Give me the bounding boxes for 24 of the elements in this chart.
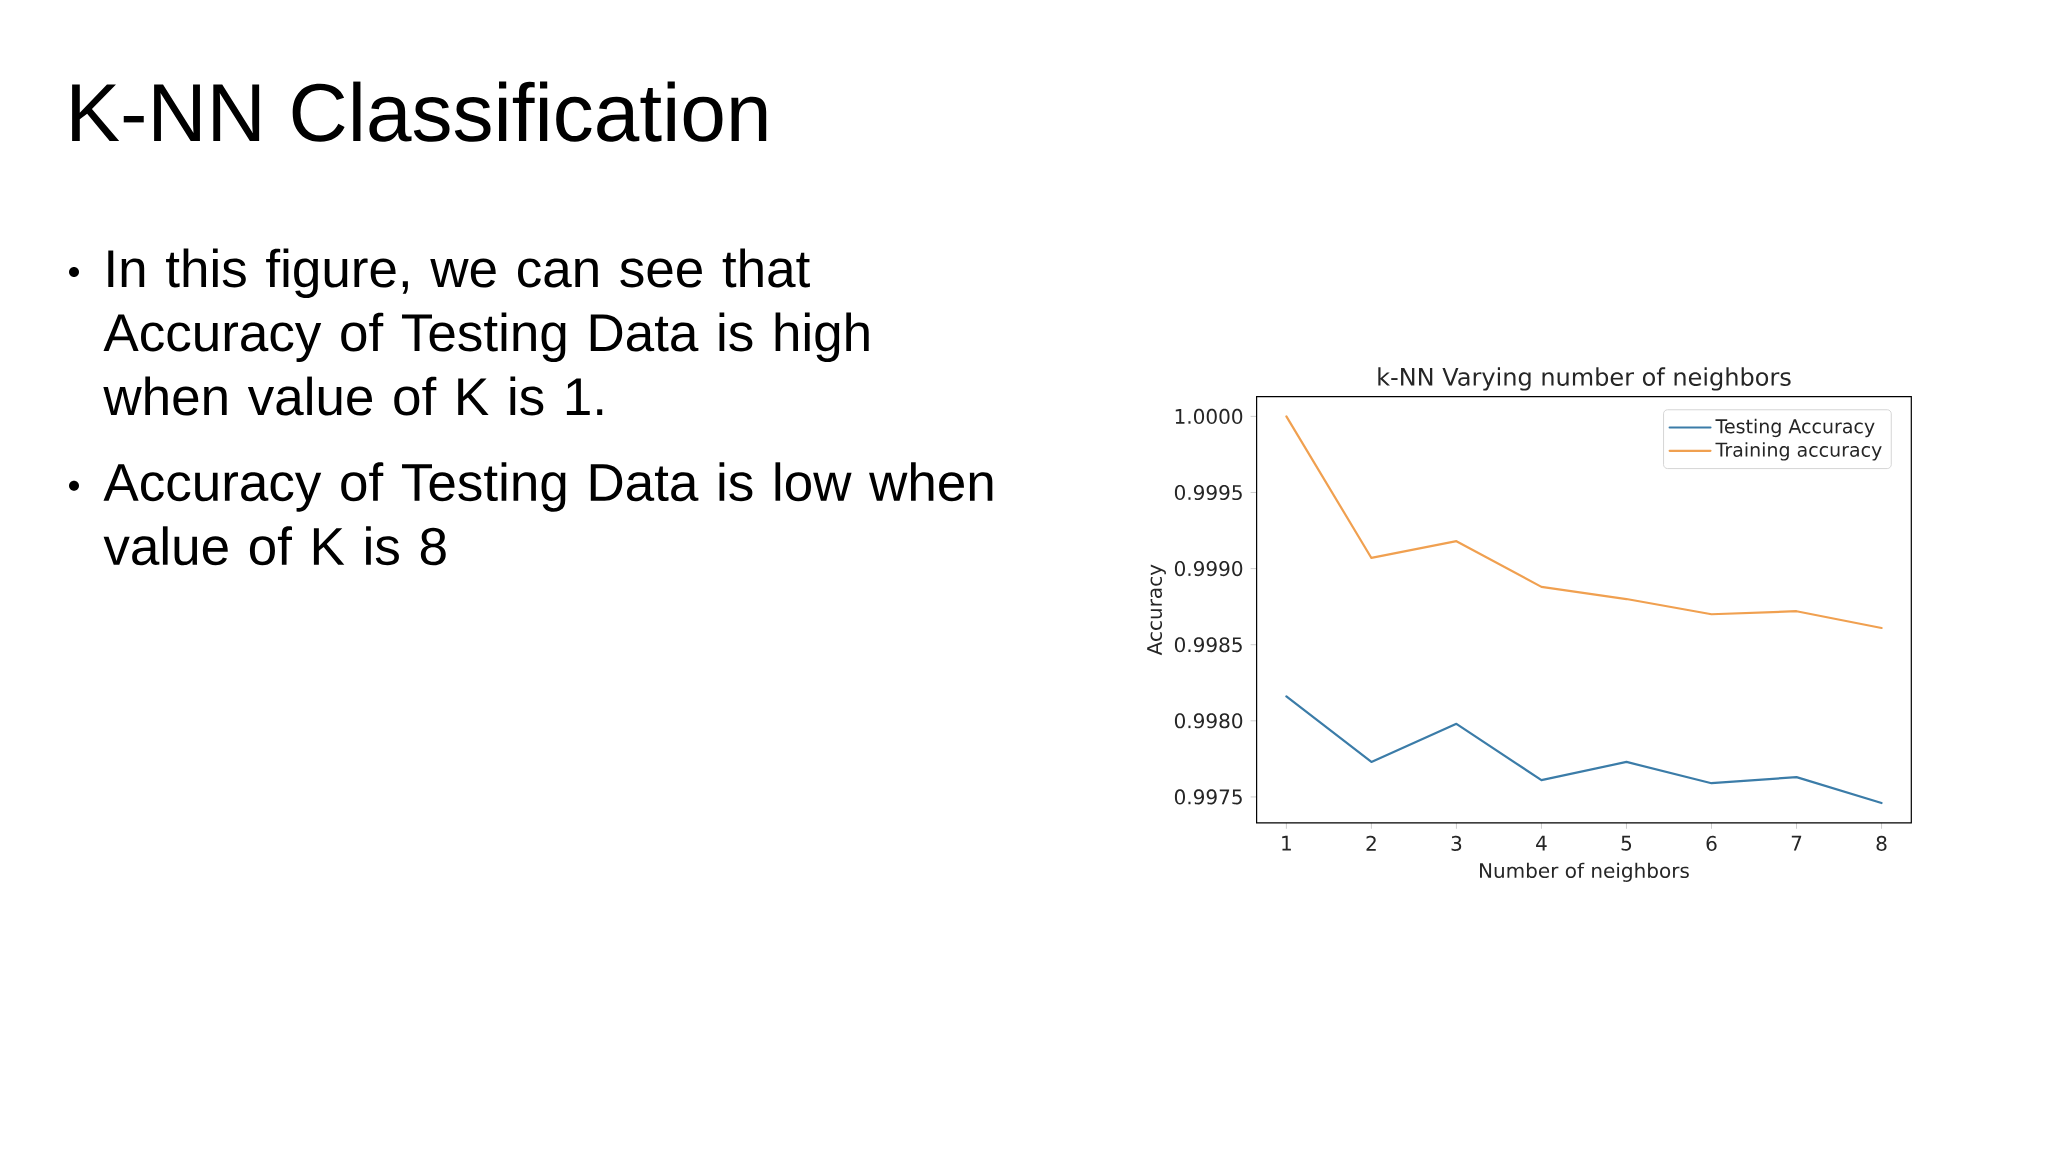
y-tick-label: 0.9995 — [1174, 484, 1242, 501]
line-series — [1285, 695, 1883, 805]
x-tick-label: 2 — [1366, 835, 1376, 851]
text: Accuracy of Testing Data is low when value of K is 8 — [103, 462, 993, 566]
x-tick-label: 1 — [1282, 835, 1291, 851]
y-tick-label: 0.9980 — [1174, 713, 1243, 729]
line-series — [1285, 415, 1883, 630]
y-axis-title: Accuracy — [1147, 564, 1166, 656]
x-tick-label: 6 — [1706, 835, 1717, 851]
text: In this figure, we can see that Accuracy of Testing Data is high when value of K is 1. — [103, 248, 869, 416]
x-tick-label: 7 — [1791, 835, 1802, 851]
x-tick-label: 4 — [1536, 835, 1547, 851]
x-axis-title: Number of neighbors — [1480, 862, 1689, 882]
y-tick-label: 0.9985 — [1174, 637, 1242, 653]
x-tick-label: 8 — [1876, 835, 1887, 851]
y-tick-label: 1.0000 — [1175, 408, 1243, 424]
chart-subtitle: k-NN Varying number of neighbors — [1378, 367, 1791, 391]
y-tick-label: 0.9990 — [1174, 561, 1243, 577]
legend-label: Training accuracy — [1715, 442, 1882, 461]
legend-label: Testing Accuracy — [1715, 418, 1875, 438]
y-tick-label: 0.9975 — [1174, 789, 1242, 805]
text: K-NN Classification — [72, 81, 767, 142]
x-tick-label: 5 — [1621, 835, 1632, 851]
x-tick-label: 3 — [1451, 835, 1462, 851]
